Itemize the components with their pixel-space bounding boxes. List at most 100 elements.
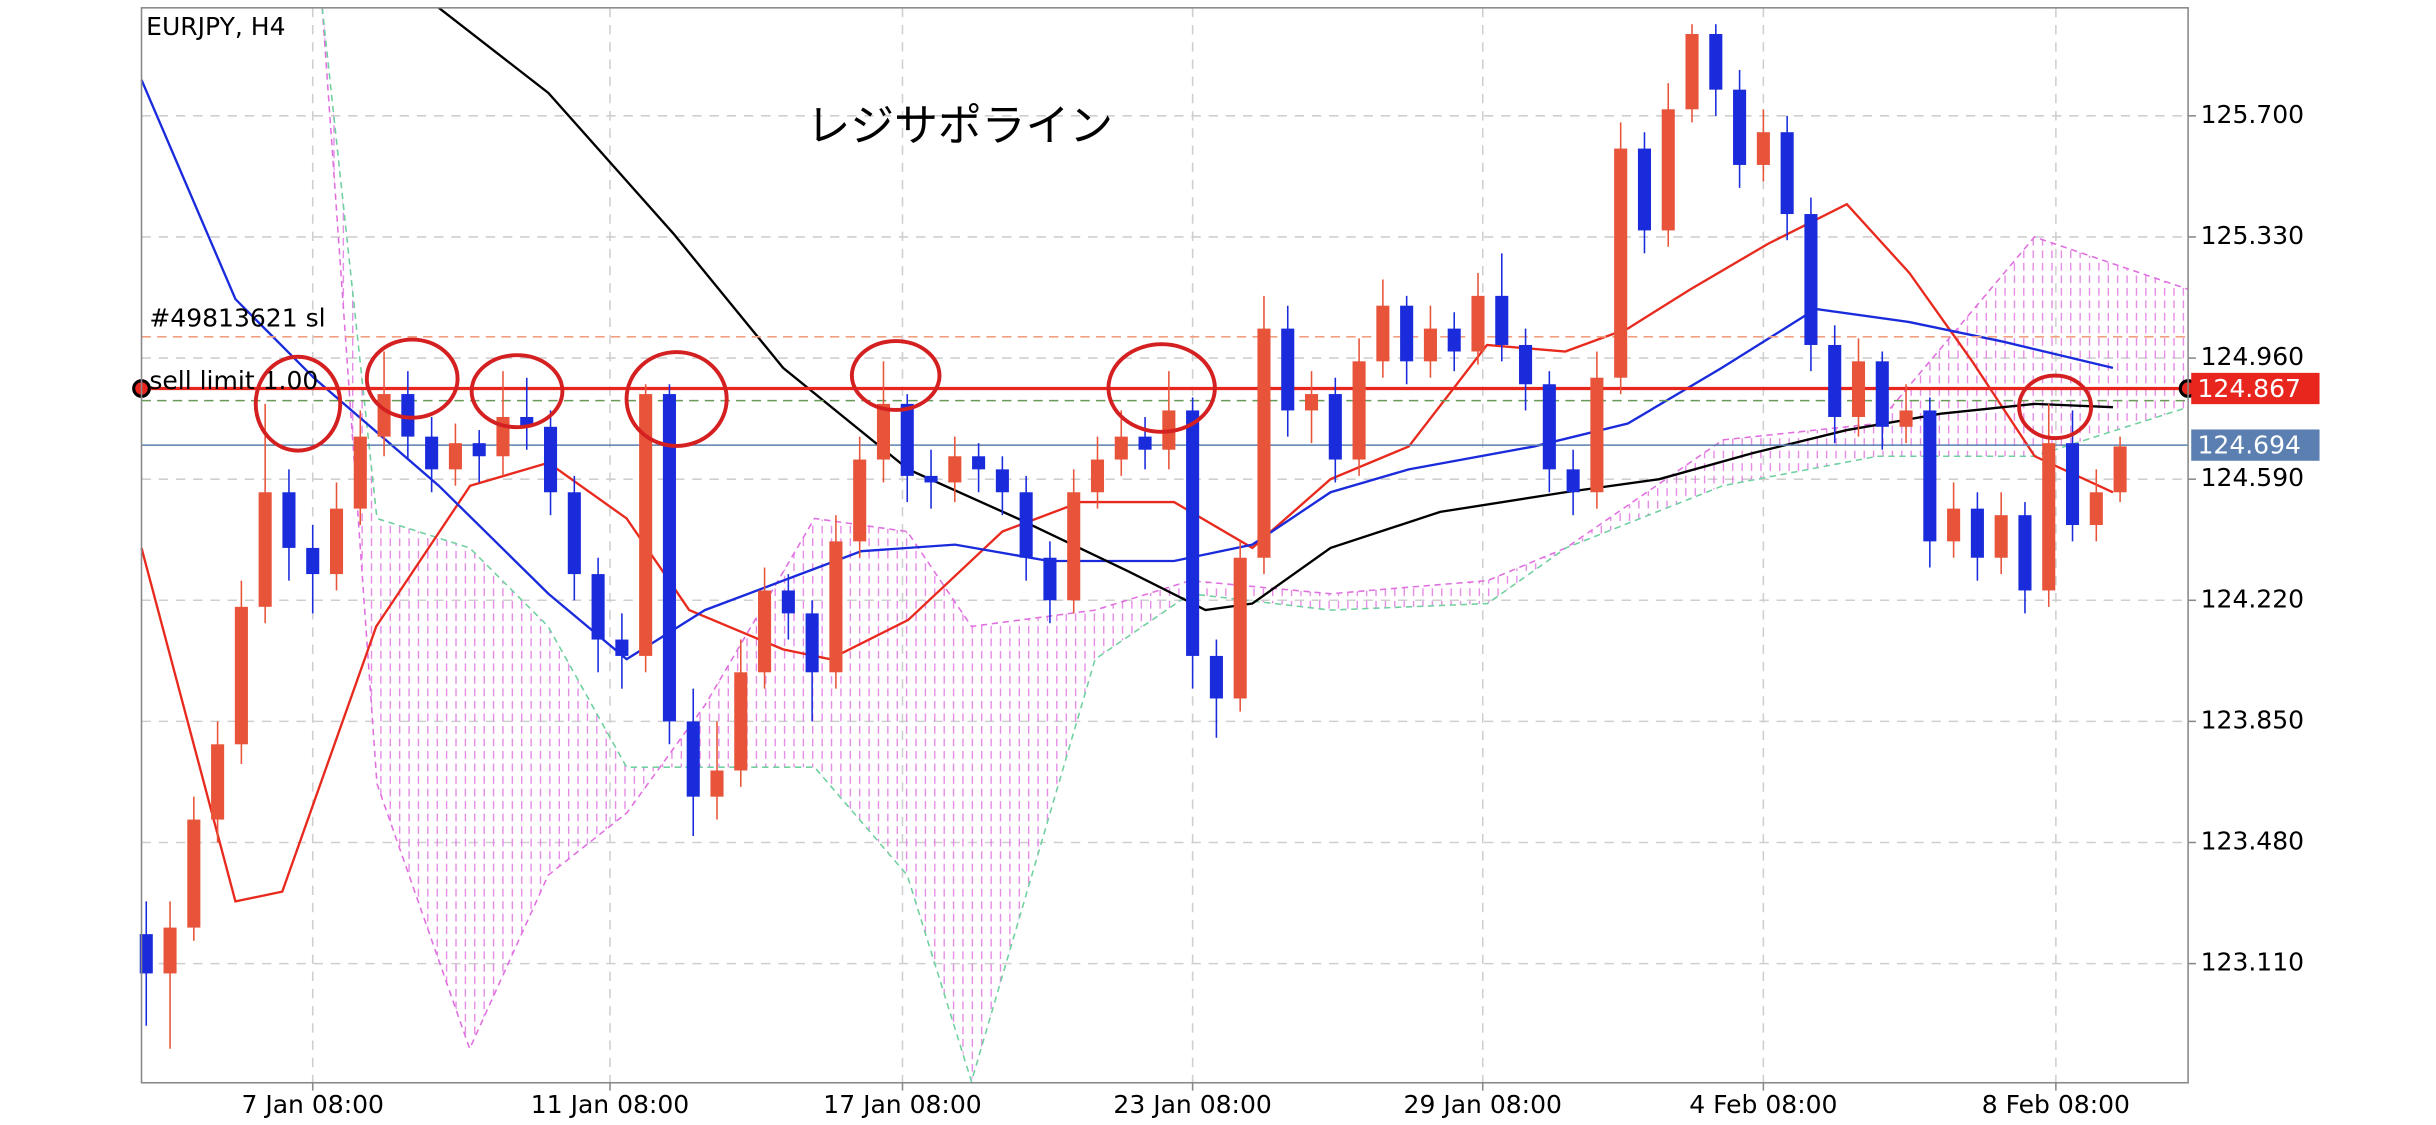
candle-body — [1328, 394, 1342, 460]
candle-body — [758, 590, 772, 673]
candle-body — [734, 672, 748, 771]
candle-body — [1352, 361, 1366, 460]
candle-body — [282, 492, 296, 548]
x-tick-label: 8 Feb 08:00 — [1982, 1090, 2130, 1119]
candle-body — [615, 639, 629, 656]
x-tick-label: 23 Jan 08:00 — [1113, 1090, 1271, 1119]
x-tick-label: 11 Jan 08:00 — [531, 1090, 689, 1119]
candle-body — [1566, 469, 1580, 493]
candle-body — [995, 469, 1009, 493]
candle-body — [924, 475, 938, 483]
candle-body — [2113, 446, 2127, 493]
candle-body — [805, 613, 819, 673]
candle-body — [591, 574, 605, 640]
candle-body — [1780, 132, 1794, 215]
candle-body — [211, 744, 225, 820]
cloud-span-b — [321, 7, 2189, 1085]
candle-body — [1257, 328, 1271, 558]
candle-body — [1186, 410, 1200, 656]
candle-body — [377, 394, 391, 437]
cloud-span-a — [321, 7, 2189, 1051]
candle-body — [1970, 508, 1984, 558]
annotation-circles — [253, 337, 2094, 453]
y-tick-label: 123.850 — [2201, 705, 2304, 734]
candle-body — [900, 403, 914, 476]
y-tick-label: 125.700 — [2201, 100, 2304, 129]
chart-title: EURJPY, H4 — [146, 12, 285, 41]
candle-body — [781, 590, 795, 614]
indicator-lines — [140, 6, 2114, 903]
y-tick-label: 123.480 — [2201, 826, 2304, 855]
candle-body — [2018, 515, 2032, 591]
circle — [253, 354, 343, 453]
annotation: レジサポライン — [806, 100, 1113, 151]
y-tick-label: 125.330 — [2201, 221, 2304, 250]
ma-line — [140, 79, 2114, 661]
circle — [364, 337, 460, 420]
candle-body — [2065, 443, 2080, 525]
candle-body — [1281, 328, 1295, 411]
candle-body — [1875, 361, 1889, 427]
candle-body — [1828, 344, 1842, 417]
candle-body — [1304, 394, 1319, 411]
y-tick-label: 124.590 — [2201, 463, 2304, 492]
circle — [469, 353, 565, 430]
x-tick-label: 4 Feb 08:00 — [1689, 1090, 1837, 1119]
plot-frame — [140, 7, 2189, 1084]
candle-body — [425, 436, 439, 470]
candle-body — [1019, 492, 1033, 558]
candle-body — [1209, 655, 1223, 699]
candle-body — [686, 721, 700, 797]
y-tick-label: 124.960 — [2201, 342, 2304, 371]
candle-body — [1709, 34, 1723, 90]
candle-body — [139, 934, 153, 974]
circle — [624, 350, 729, 448]
candle-body — [2089, 492, 2103, 525]
candle-body — [853, 459, 867, 542]
y-tick-label: 124.220 — [2201, 584, 2304, 613]
candle-body — [448, 443, 462, 470]
circle — [1106, 342, 1217, 434]
axes: 123.110 123.480 123.850 124.220 124.590 124.9… — [241, 100, 2304, 1119]
x-tick-label: 29 Jan 08:00 — [1404, 1090, 1562, 1119]
candle-body — [1090, 459, 1105, 493]
candle-body — [1637, 148, 1652, 231]
price-box-label: 124.694 — [2197, 431, 2300, 460]
candle-body — [948, 456, 962, 483]
candle-body — [1138, 436, 1152, 450]
candle-body — [1233, 557, 1247, 699]
candle-body — [662, 394, 676, 722]
candle-body — [520, 416, 534, 427]
x-tick-label: 7 Jan 08:00 — [241, 1090, 383, 1119]
candle-body — [1376, 305, 1390, 362]
candle-body — [472, 443, 486, 457]
candle-body — [1804, 214, 1818, 345]
candle-body — [1756, 132, 1770, 165]
price-levels: #49813621 sl sell limit 1.00 124.867 124.69… — [132, 304, 2320, 461]
circle — [2017, 373, 2094, 441]
candle-body — [187, 819, 201, 928]
candle-body — [1400, 305, 1414, 362]
candle-body — [1851, 361, 1866, 417]
candle-body — [829, 541, 843, 673]
price-box — [2191, 429, 2320, 461]
y-tick-label: 123.110 — [2201, 948, 2304, 977]
candle-body — [163, 927, 177, 974]
candle-body — [876, 403, 891, 460]
candle-body — [1590, 377, 1604, 493]
candle-body — [234, 606, 248, 745]
cloud — [321, 7, 2189, 1085]
candle-body — [1685, 34, 1699, 110]
level-text: #49813621 sl — [149, 304, 325, 333]
level-text: sell limit 1.00 — [149, 366, 318, 395]
candle-body — [1947, 508, 1961, 542]
ma-line — [140, 202, 2114, 903]
price-box — [2191, 372, 2320, 405]
candle-body — [1542, 384, 1556, 470]
candle-body — [2042, 443, 2056, 591]
candle-body — [1733, 89, 1747, 165]
candle-body — [329, 508, 344, 575]
candle-body — [353, 436, 367, 509]
candle-body — [1447, 328, 1461, 352]
